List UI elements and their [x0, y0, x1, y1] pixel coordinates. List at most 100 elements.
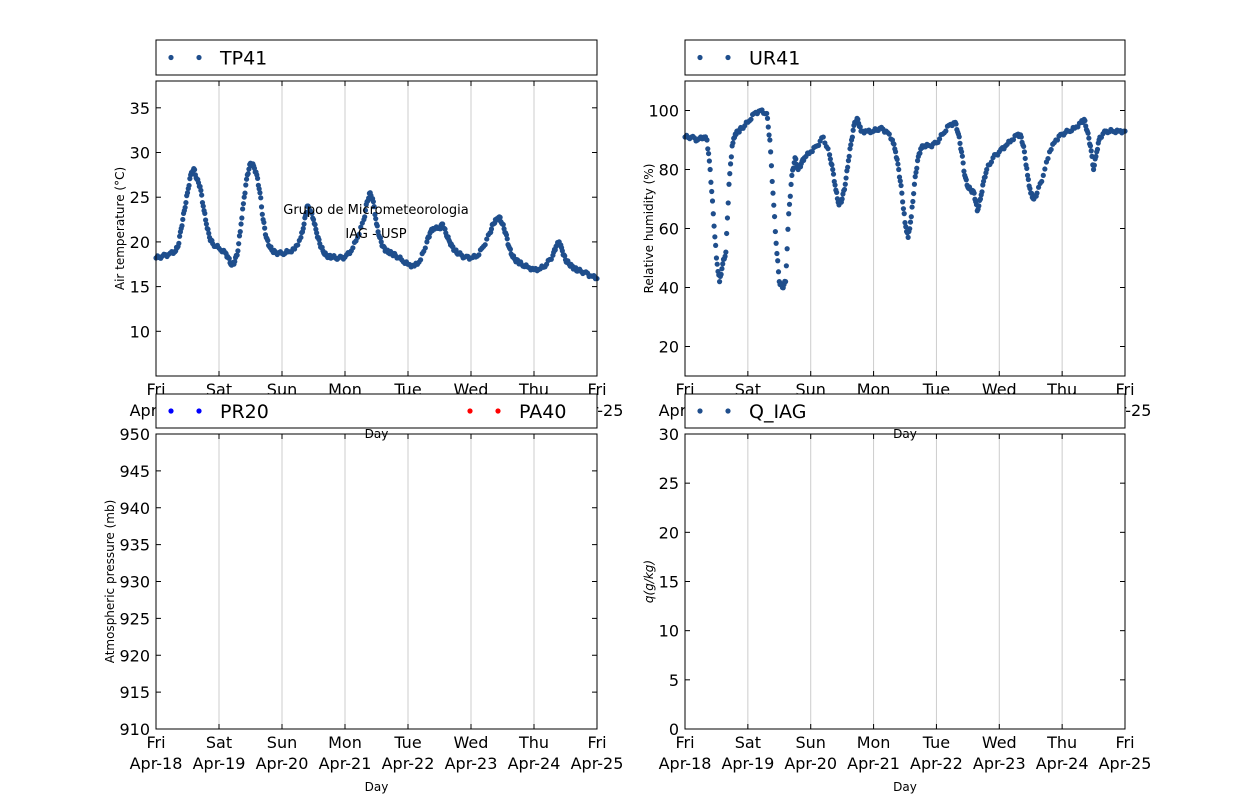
- x-tick-label-day: Fri: [1115, 733, 1134, 752]
- data-point: [234, 252, 240, 258]
- data-point: [832, 182, 838, 188]
- data-point: [1021, 149, 1028, 155]
- data-point: [197, 183, 203, 190]
- data-point: [198, 187, 204, 193]
- data-point: [724, 230, 730, 237]
- x-tick-label-date: Apr-23: [973, 754, 1026, 773]
- legend-marker: [168, 408, 174, 414]
- data-point: [240, 201, 247, 207]
- data-point: [1093, 153, 1099, 160]
- data-point: [847, 146, 853, 152]
- y-tick-label: 0: [669, 720, 679, 739]
- data-point: [704, 137, 710, 143]
- data-point: [1088, 148, 1094, 154]
- legend-label: UR41: [749, 48, 800, 70]
- x-axis-label: Day: [365, 780, 389, 794]
- y-tick-label: 5: [669, 671, 679, 690]
- data-point: [900, 199, 906, 205]
- data-point: [559, 248, 565, 254]
- data-point: [897, 178, 903, 184]
- x-tick-label-day: Sat: [206, 733, 232, 752]
- data-point: [476, 252, 482, 258]
- data-point: [1025, 176, 1031, 183]
- legend-box: [684, 393, 1126, 429]
- data-point: [971, 190, 977, 196]
- data-point: [787, 193, 793, 199]
- data-point: [917, 150, 923, 156]
- data-point: [943, 128, 949, 134]
- data-point: [371, 204, 377, 210]
- data-point: [373, 216, 379, 222]
- data-point: [765, 124, 771, 130]
- data-point: [238, 221, 244, 227]
- x-tick-label-date: Apr-23: [445, 754, 498, 773]
- data-point: [979, 189, 985, 195]
- data-point: [705, 146, 711, 152]
- data-point: [714, 261, 720, 267]
- legend-box: [684, 39, 1126, 76]
- data-point: [775, 258, 781, 264]
- data-point: [724, 215, 731, 221]
- data-point: [237, 229, 243, 235]
- y-tick-label: 15: [659, 573, 679, 592]
- data-point: [773, 240, 779, 246]
- x-tick-label-day: Fri: [587, 733, 606, 752]
- data-point: [788, 181, 794, 188]
- data-point: [958, 149, 965, 155]
- data-point: [309, 210, 315, 217]
- y-tick-label: 930: [119, 573, 150, 592]
- data-point: [356, 231, 362, 237]
- data-point: [820, 134, 826, 140]
- x-tick-label-day: Thu: [518, 733, 549, 752]
- data-point: [845, 164, 851, 170]
- chart-pressure: 910 915 920 925 930 935 940 945 950 Fri Apr-18 Sat A…: [103, 393, 623, 794]
- data-point: [809, 148, 815, 155]
- data-point: [1087, 143, 1094, 149]
- data-point: [720, 261, 726, 267]
- x-tick-label-day: Wed: [982, 733, 1017, 752]
- data-point: [713, 242, 719, 249]
- x-tick-label-day: Tue: [393, 733, 421, 752]
- legend-marker: [697, 54, 703, 61]
- y-tick-label: 35: [130, 99, 150, 118]
- x-tick-label-date: Apr-18: [659, 754, 712, 773]
- data-point: [1042, 166, 1048, 172]
- x-tick-label-day: Mon: [328, 733, 362, 752]
- y-tick-label: 80: [659, 161, 679, 180]
- data-point: [956, 134, 962, 140]
- data-point: [845, 158, 852, 164]
- data-point: [442, 226, 448, 232]
- data-point: [422, 245, 428, 251]
- data-point: [716, 279, 723, 285]
- data-point: [503, 232, 510, 238]
- data-point: [239, 215, 245, 221]
- data-point: [830, 171, 837, 177]
- data-point: [769, 178, 775, 185]
- y-tick-label: 100: [648, 102, 679, 121]
- data-point: [362, 207, 369, 213]
- data-point: [894, 156, 900, 162]
- data-point: [839, 196, 845, 202]
- data-point: [785, 226, 791, 232]
- data-point: [265, 237, 271, 244]
- data-point: [908, 214, 914, 220]
- data-point: [912, 174, 918, 180]
- data-point: [1010, 137, 1017, 143]
- data-point: [728, 154, 734, 160]
- data-point: [1091, 162, 1097, 168]
- y-tick-label: 25: [130, 188, 150, 207]
- data-point: [843, 175, 849, 181]
- legend-marker: [725, 54, 731, 61]
- data-point: [203, 221, 209, 227]
- data-point: [1090, 166, 1097, 173]
- data-point: [911, 190, 917, 197]
- x-tick-label-day: Thu: [1046, 733, 1077, 752]
- data-point: [1027, 185, 1033, 192]
- data-point: [815, 142, 822, 148]
- y-tick-label: 920: [119, 646, 150, 665]
- data-point: [1034, 190, 1040, 196]
- watermark-line1: Grupo de Micrometeorologia: [283, 203, 469, 218]
- y-tick-label: 950: [119, 425, 150, 444]
- y-tick-label: 60: [659, 220, 679, 239]
- data-point: [372, 211, 378, 218]
